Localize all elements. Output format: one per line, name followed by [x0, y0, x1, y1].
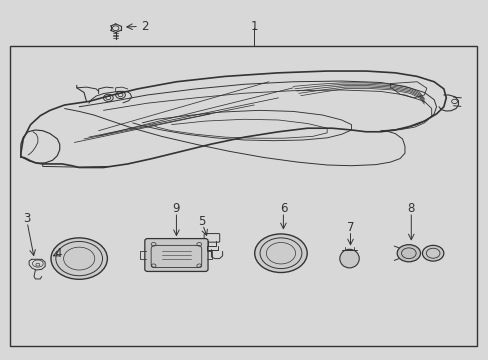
Circle shape	[51, 238, 107, 279]
Text: 9: 9	[172, 202, 180, 215]
FancyBboxPatch shape	[144, 239, 207, 271]
Ellipse shape	[339, 249, 359, 268]
Text: 7: 7	[346, 221, 353, 234]
Text: 4: 4	[55, 247, 62, 260]
Circle shape	[254, 234, 306, 273]
Text: 1: 1	[250, 20, 258, 33]
Text: 3: 3	[23, 212, 31, 225]
Text: 6: 6	[279, 202, 286, 215]
Text: 5: 5	[198, 215, 205, 228]
Circle shape	[422, 246, 443, 261]
Circle shape	[396, 245, 420, 262]
Bar	[10, 46, 476, 346]
Text: 8: 8	[407, 202, 414, 215]
Text: 2: 2	[141, 20, 148, 33]
